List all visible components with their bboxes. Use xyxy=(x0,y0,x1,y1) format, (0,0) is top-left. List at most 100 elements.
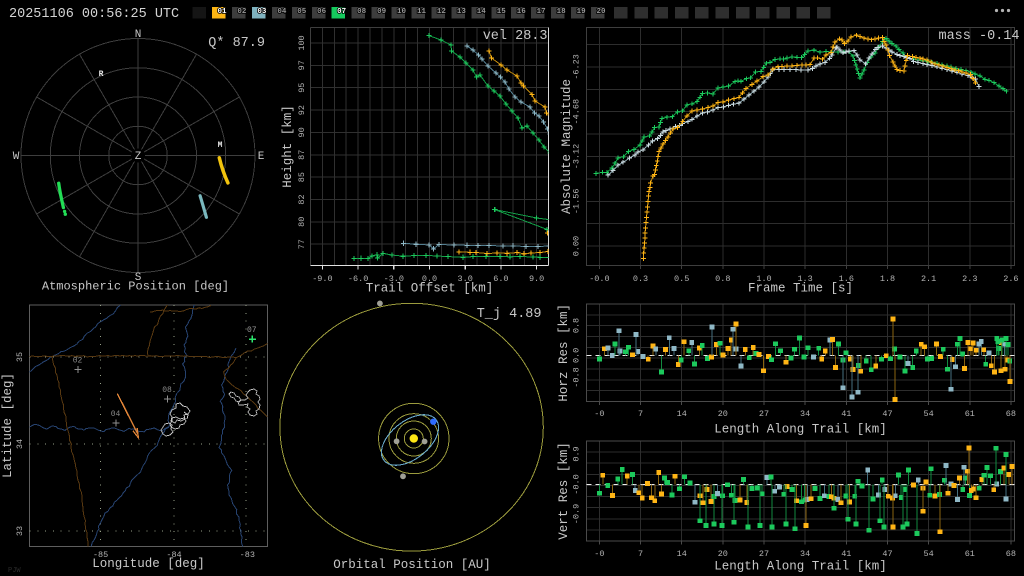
svg-text:41: 41 xyxy=(841,409,851,419)
svg-text:14: 14 xyxy=(477,8,487,16)
svg-text:18: 18 xyxy=(557,8,567,16)
svg-text:61: 61 xyxy=(965,409,975,419)
svg-text:6.0: 6.0 xyxy=(493,274,508,284)
svg-text:47: 47 xyxy=(882,409,892,419)
svg-text:34: 34 xyxy=(800,409,810,419)
svg-text:-6.23: -6.23 xyxy=(572,54,582,80)
svg-text:100: 100 xyxy=(297,35,307,50)
svg-text:34: 34 xyxy=(15,439,25,449)
svg-text:14: 14 xyxy=(677,409,687,419)
svg-text:S: S xyxy=(135,272,142,284)
svg-text:0.3: 0.3 xyxy=(633,274,648,284)
svg-text:03: 03 xyxy=(257,8,267,16)
svg-text:W: W xyxy=(13,151,20,163)
svg-text:-1.56: -1.56 xyxy=(572,189,582,215)
svg-text:27: 27 xyxy=(759,549,769,559)
svg-text:97: 97 xyxy=(297,60,307,70)
svg-text:Vert Res [km]: Vert Res [km] xyxy=(557,442,571,540)
svg-text:12: 12 xyxy=(437,8,447,16)
svg-text:08: 08 xyxy=(162,386,172,395)
svg-text:-0.9: -0.9 xyxy=(572,504,582,524)
svg-text:33: 33 xyxy=(15,526,25,536)
svg-text:0.8: 0.8 xyxy=(715,274,730,284)
svg-text:Q* 87.9: Q* 87.9 xyxy=(208,36,265,51)
svg-text:2.3: 2.3 xyxy=(962,274,977,284)
svg-text:17: 17 xyxy=(537,8,546,16)
svg-text:09: 09 xyxy=(377,8,387,16)
svg-text:10: 10 xyxy=(397,8,407,16)
svg-text:Length Along Trail [km]: Length Along Trail [km] xyxy=(714,560,887,574)
svg-text:Z: Z xyxy=(135,151,142,163)
svg-text:95: 95 xyxy=(297,83,307,93)
svg-text:87: 87 xyxy=(297,150,307,160)
svg-text:-6.0: -6.0 xyxy=(348,274,368,284)
svg-text:-3.12: -3.12 xyxy=(572,144,582,170)
svg-text:PJW: PJW xyxy=(8,567,21,575)
svg-text:14: 14 xyxy=(677,549,687,559)
svg-text:08: 08 xyxy=(357,8,367,16)
svg-text:0.9: 0.9 xyxy=(572,446,582,461)
svg-text:54: 54 xyxy=(923,549,933,559)
svg-text:-0: -0 xyxy=(594,409,604,419)
svg-text:11: 11 xyxy=(417,8,427,16)
svg-text:9.0: 9.0 xyxy=(529,274,544,284)
svg-text:06: 06 xyxy=(317,8,327,16)
svg-text:Orbital Position [AU]: Orbital Position [AU] xyxy=(333,558,491,572)
svg-text:-83: -83 xyxy=(240,550,255,560)
svg-text:Atmospheric Position [deg]: Atmospheric Position [deg] xyxy=(42,280,229,294)
svg-text:34: 34 xyxy=(800,549,810,559)
svg-text:7: 7 xyxy=(638,409,643,419)
svg-text:-0.0: -0.0 xyxy=(572,474,582,494)
svg-text:T_j 4.89: T_j 4.89 xyxy=(477,307,542,322)
svg-text:mass -0.14: mass -0.14 xyxy=(938,29,1019,44)
svg-text:05: 05 xyxy=(297,8,307,16)
svg-text:1.0: 1.0 xyxy=(756,274,771,284)
svg-text:82: 82 xyxy=(297,194,307,204)
svg-text:02: 02 xyxy=(73,357,83,366)
svg-text:0.0: 0.0 xyxy=(422,274,437,284)
svg-text:N: N xyxy=(135,29,142,41)
svg-text:0.0: 0.0 xyxy=(572,348,582,363)
svg-text:54: 54 xyxy=(923,409,933,419)
svg-text:-85: -85 xyxy=(93,550,108,560)
svg-text:2.1: 2.1 xyxy=(921,274,936,284)
svg-text:Height [km]: Height [km] xyxy=(281,105,295,188)
svg-text:19: 19 xyxy=(577,8,587,16)
svg-text:-9.0: -9.0 xyxy=(312,274,332,284)
svg-text:7: 7 xyxy=(638,549,643,559)
svg-text:Length Along Trail [km]: Length Along Trail [km] xyxy=(714,423,887,437)
svg-text:07: 07 xyxy=(247,326,257,335)
svg-text:02: 02 xyxy=(237,8,247,16)
svg-text:3.0: 3.0 xyxy=(458,274,473,284)
svg-text:Latitude [deg]: Latitude [deg] xyxy=(1,373,15,478)
svg-text:0.8: 0.8 xyxy=(572,318,582,333)
svg-text:04: 04 xyxy=(277,8,287,16)
svg-text:68: 68 xyxy=(1006,409,1016,419)
svg-text:61: 61 xyxy=(965,549,975,559)
svg-text:68: 68 xyxy=(1006,549,1016,559)
svg-text:Frame Time [s]: Frame Time [s] xyxy=(748,282,853,296)
svg-text:90: 90 xyxy=(297,127,307,137)
svg-text:-0.0: -0.0 xyxy=(589,274,609,284)
svg-text:0.00: 0.00 xyxy=(572,236,582,256)
svg-text:07: 07 xyxy=(337,8,346,16)
svg-text:77: 77 xyxy=(297,239,307,249)
svg-text:20: 20 xyxy=(718,409,728,419)
svg-text:-3.0: -3.0 xyxy=(384,274,404,284)
svg-text:Horz Res [km]: Horz Res [km] xyxy=(557,304,571,402)
svg-text:41: 41 xyxy=(841,549,851,559)
svg-text:85: 85 xyxy=(297,172,307,182)
svg-text:35: 35 xyxy=(15,352,25,362)
svg-text:15: 15 xyxy=(497,8,507,16)
svg-text:M: M xyxy=(218,141,223,150)
svg-text:20251106 00:56:25 UTC: 20251106 00:56:25 UTC xyxy=(9,7,179,22)
svg-text:-84: -84 xyxy=(166,550,181,560)
svg-text:E: E xyxy=(258,151,265,163)
svg-text:1.3: 1.3 xyxy=(797,274,812,284)
svg-text:01: 01 xyxy=(217,8,227,16)
svg-text:47: 47 xyxy=(882,549,892,559)
svg-text:1.6: 1.6 xyxy=(839,274,854,284)
svg-text:R: R xyxy=(99,70,104,79)
svg-text:92: 92 xyxy=(297,105,307,115)
svg-text:Trail Offset [km]: Trail Offset [km] xyxy=(366,282,494,296)
